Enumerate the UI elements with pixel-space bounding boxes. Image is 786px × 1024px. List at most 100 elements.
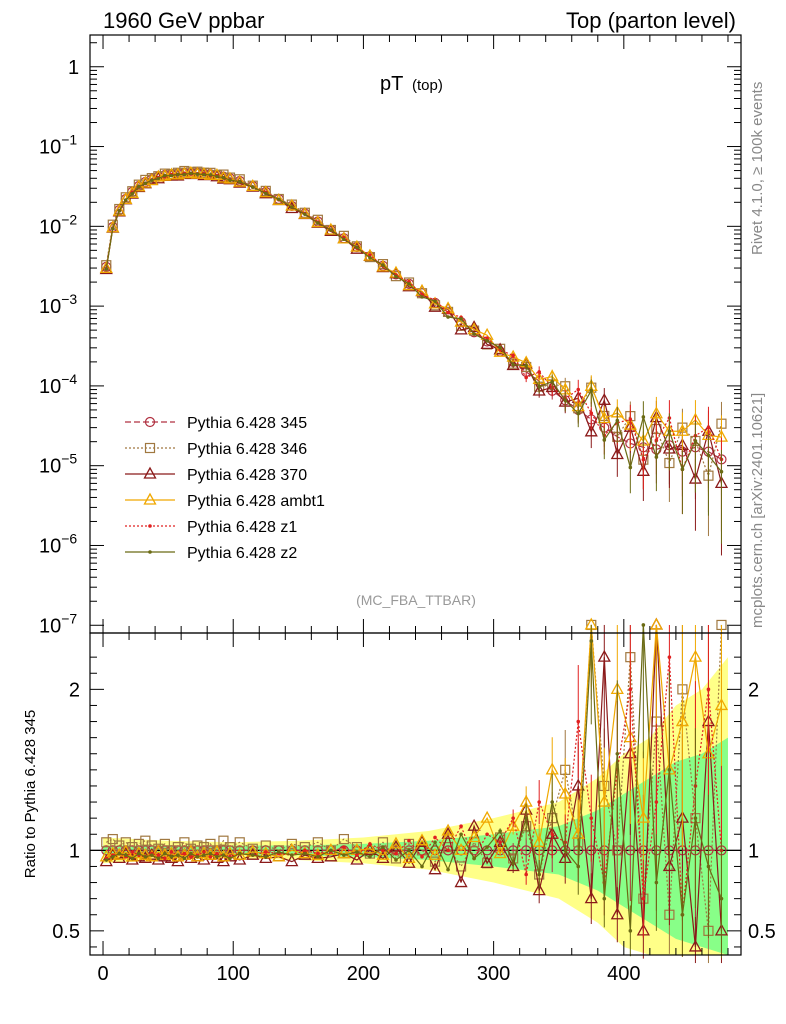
ratio-point: [584, 891, 598, 904]
data-point: [428, 299, 442, 312]
ratio-y-axis-label: Ratio to Pythia 6.428 345: [22, 710, 39, 878]
ratio-y-tick-label-left: 1: [69, 840, 80, 862]
ratio-y-tick-label-left: 0.5: [52, 921, 80, 943]
ratio-point: [218, 835, 229, 846]
legend-marker: [148, 550, 152, 554]
ratio-point: [467, 830, 481, 843]
ratio-point: [454, 875, 468, 888]
ratio-point: [312, 837, 323, 848]
legend: Pythia 6.428 345 Pythia 6.428 346 Pythia 6…: [125, 415, 325, 562]
ratio-y-tick-label-right: 1: [748, 840, 759, 862]
data-point: [376, 259, 390, 272]
x-axis-ticks: 0 100 200 300 400: [97, 35, 729, 985]
ratio-point: [688, 939, 703, 952]
plot-title: pT: [380, 73, 403, 95]
data-point: [467, 320, 481, 333]
y-tick-label-base: 1: [68, 57, 79, 79]
ratio-point: [197, 846, 211, 859]
legend-item-ambt1: Pythia 6.428 ambt1: [125, 492, 325, 510]
ratio-point: [667, 655, 672, 659]
series-line: [105, 173, 723, 484]
ratio-point: [506, 859, 520, 872]
ratio-point: [576, 719, 581, 724]
x-tick-label: 400: [607, 963, 640, 985]
ratio-point: [454, 843, 468, 855]
data-point: [350, 241, 364, 254]
legend-label: Pythia 6.428 z2: [187, 545, 297, 562]
ratio-point: [402, 851, 416, 864]
ratio-point: [179, 837, 190, 848]
ratio-point: [441, 826, 455, 839]
series-line: [105, 172, 723, 472]
ratio-point: [324, 843, 338, 855]
ratio-point: [132, 846, 146, 859]
mcplots-label: mcplots.cern.ch [arXiv:2401.10621]: [749, 393, 766, 628]
data-point: [119, 192, 133, 205]
ratio-point: [263, 850, 268, 854]
watermark: (MC_FBA_TTBAR): [356, 592, 476, 608]
legend-item-c345: Pythia 6.428 345: [125, 415, 307, 432]
ratio-point: [428, 847, 442, 860]
ratio-point: [166, 845, 177, 856]
legend-item-z1: Pythia 6.428 z1: [125, 519, 297, 536]
ratio-y-tick-label-left: 2: [69, 679, 80, 701]
legend-item-c346: Pythia 6.428 346: [125, 441, 307, 458]
ratio-point: [493, 846, 507, 859]
data-point: [125, 185, 139, 198]
y-tick-label-base: 10: [39, 535, 61, 557]
y-tick-label-base: 10: [39, 456, 61, 478]
ratio-point: [675, 714, 690, 727]
legend-marker: [144, 442, 156, 454]
y-tick-label-exponent: −2: [61, 211, 77, 227]
legend-marker: [143, 466, 157, 479]
legend-marker: [143, 492, 157, 505]
ratio-point: [234, 837, 245, 848]
y-tick-label-exponent: −3: [61, 291, 77, 307]
data-point: [164, 167, 178, 180]
ratio-point: [610, 907, 624, 920]
ratio-point: [597, 794, 611, 807]
legend-label: Pythia 6.428 370: [187, 467, 307, 484]
ratio-point: [480, 855, 494, 868]
ratio-point: [101, 837, 112, 848]
upper-plot-frame: [89, 34, 742, 634]
legend-marker: [144, 416, 156, 428]
data-point: [480, 337, 494, 350]
y-tick-label-exponent: −6: [61, 530, 77, 546]
ratio-point: [441, 823, 455, 836]
y-tick-label-exponent: −1: [61, 132, 77, 148]
ratio-point: [363, 841, 377, 854]
y-tick-label: 1: [68, 57, 79, 79]
legend-label: Pythia 6.428 345: [187, 415, 307, 432]
x-tick-label: 200: [347, 963, 380, 985]
ratio-y-tick-label-right: 2: [748, 679, 759, 701]
ratio-point: [706, 687, 711, 692]
upper-y-axis-ticks: 110−110−210−310−410−510−610−7: [39, 42, 741, 637]
ratio-point: [524, 872, 528, 877]
ratio-series-group: [99, 617, 729, 964]
ratio-y-tick-label-right: 0.5: [748, 921, 776, 943]
ratio-point: [428, 862, 442, 875]
ratio-point: [506, 818, 520, 831]
ratio-axis-ticks: 0.5 0.5 1 1 2 2: [52, 656, 776, 948]
ratio-point: [714, 698, 729, 711]
ratio-point: [625, 845, 636, 856]
legend-marker: [148, 524, 152, 528]
legend-item-z2: Pythia 6.428 z2: [125, 545, 297, 562]
data-point: [675, 423, 690, 436]
data-point: [112, 203, 126, 216]
data-point: [584, 424, 598, 437]
series-line: [105, 172, 722, 473]
legend-label: Pythia 6.428 346: [187, 441, 307, 458]
rivet-label: Rivet 4.1.0, ≥ 100k events: [749, 82, 766, 255]
data-point: [210, 167, 224, 180]
y-tick-label-base: 10: [39, 296, 61, 318]
x-tick-label: 300: [477, 963, 510, 985]
y-tick-label-base: 10: [39, 615, 61, 637]
legend-label: Pythia 6.428 ambt1: [187, 493, 325, 510]
ratio-point: [429, 856, 441, 867]
y-tick-label-base: 10: [39, 376, 61, 398]
header-right: Top (parton level): [566, 8, 736, 33]
ratio-point: [107, 833, 118, 845]
